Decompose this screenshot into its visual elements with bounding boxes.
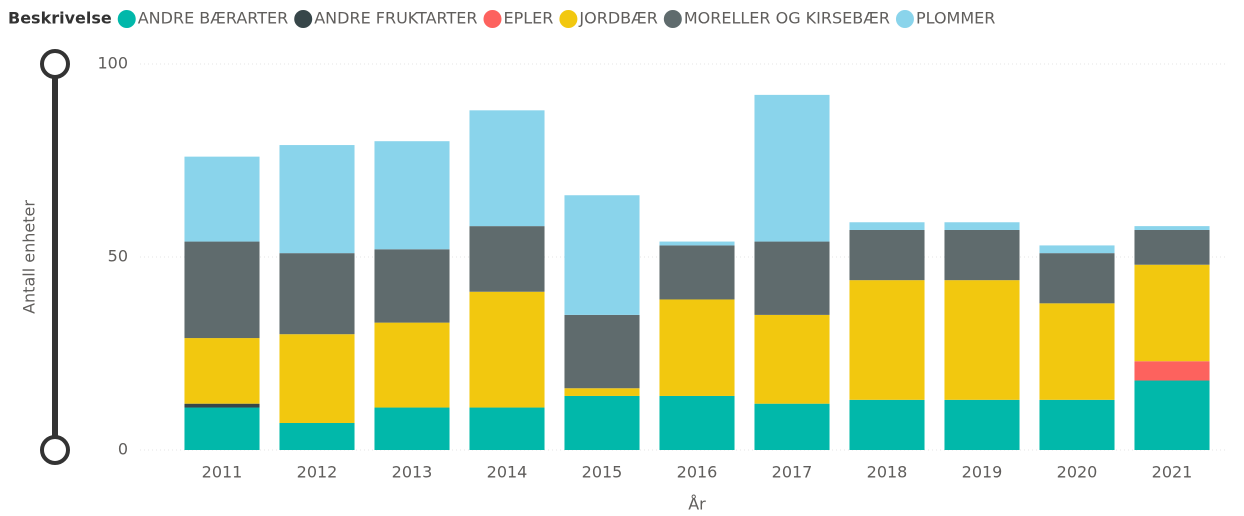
x-axis-label: År <box>688 495 706 514</box>
bar-segment <box>469 226 545 292</box>
bar-segment <box>1039 253 1115 304</box>
bar-segment <box>184 156 260 242</box>
bar-segment <box>659 241 735 246</box>
x-tick-label: 2014 <box>487 463 528 482</box>
bar-segment <box>1134 361 1210 381</box>
x-tick-label: 2013 <box>392 463 433 482</box>
bar-segment <box>659 395 735 450</box>
bar-segment <box>279 422 355 450</box>
bar-segment <box>754 314 830 404</box>
bar-segment <box>754 94 830 242</box>
bar-segment <box>1039 245 1115 254</box>
x-tick-label: 2016 <box>677 463 718 482</box>
x-tick-label: 2021 <box>1152 463 1193 482</box>
bar-segment <box>659 245 735 300</box>
bar-segment <box>849 280 925 400</box>
legend-label: MORELLER OG KIRSEBÆR <box>684 9 890 28</box>
bar-segment <box>1134 264 1210 362</box>
bar-segment <box>944 280 1020 400</box>
legend-title: Beskrivelse <box>8 9 112 28</box>
bar-segment <box>849 222 925 230</box>
legend-marker <box>559 10 578 28</box>
bar-segment <box>469 110 545 227</box>
bar-segment <box>849 399 925 450</box>
bar-segment <box>374 322 450 408</box>
bar-segment <box>754 403 830 450</box>
x-tick-label: 2020 <box>1057 463 1098 482</box>
bar-segment <box>374 141 450 250</box>
bar-segment <box>564 395 640 450</box>
bar-segment <box>849 229 925 281</box>
bar-segment <box>374 407 450 450</box>
bar-segment <box>279 253 355 335</box>
legend-label: ANDRE BÆRARTER <box>138 9 288 28</box>
bar-segment <box>279 145 355 254</box>
bar-segment <box>184 338 260 404</box>
bar-segment <box>469 407 545 450</box>
x-tick-label: 2011 <box>202 463 243 482</box>
x-tick-label: 2018 <box>867 463 908 482</box>
x-tick-label: 2019 <box>962 463 1003 482</box>
bar-segment <box>1039 303 1115 400</box>
bar-segment <box>944 222 1020 230</box>
bar-segment <box>1134 229 1210 265</box>
slider-handle[interactable] <box>40 49 70 79</box>
bar-segment <box>944 399 1020 450</box>
bar-segment <box>469 291 545 408</box>
y-tick-label: 50 <box>108 247 128 266</box>
bar-segment <box>564 195 640 315</box>
bar-segment <box>1134 380 1210 450</box>
legend-marker <box>294 10 313 28</box>
legend-marker <box>663 10 682 28</box>
bar-segment <box>184 407 260 450</box>
zoom-slider[interactable] <box>40 49 70 465</box>
bar-segment <box>659 299 735 396</box>
legend-marker <box>895 10 914 28</box>
legend-label: EPLER <box>503 9 553 28</box>
x-tick-label: 2015 <box>582 463 623 482</box>
legend-marker <box>483 10 502 28</box>
bar-segment <box>564 314 640 389</box>
y-axis-label: Antall enheter <box>20 200 39 314</box>
legend-marker <box>117 10 136 28</box>
bar-segment <box>184 241 260 339</box>
bar-segment <box>754 241 830 315</box>
slider-handle[interactable] <box>40 435 70 465</box>
bar-segment <box>1134 226 1210 230</box>
y-tick-label: 0 <box>118 440 128 459</box>
bar-segment <box>564 388 640 396</box>
x-tick-label: 2012 <box>297 463 338 482</box>
legend-label: JORDBÆR <box>578 9 657 28</box>
y-tick-label: 100 <box>97 54 128 73</box>
bar-segment <box>184 403 260 408</box>
bar-segment <box>1039 399 1115 450</box>
bar-segment <box>374 249 450 323</box>
bar-segment <box>279 334 355 423</box>
bar-segment <box>944 229 1020 281</box>
legend-label: ANDRE FRUKTARTER <box>314 9 477 28</box>
legend-label: PLOMMER <box>916 9 995 28</box>
x-tick-label: 2017 <box>772 463 813 482</box>
